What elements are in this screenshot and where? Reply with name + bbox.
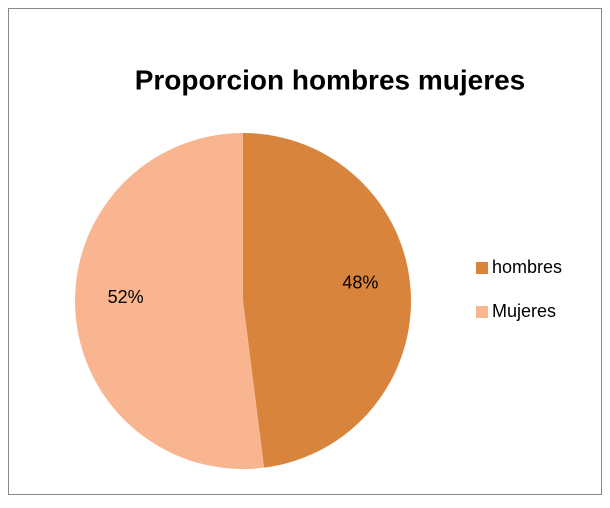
data-label: 52% xyxy=(108,287,144,307)
legend-swatch xyxy=(476,262,488,274)
chart-title: Proporcion hombres mujeres xyxy=(135,64,526,95)
pie-slice xyxy=(243,133,411,468)
legend-label: hombres xyxy=(492,257,562,277)
data-label: 48% xyxy=(342,272,378,292)
pie-slice xyxy=(74,133,265,469)
legend-swatch xyxy=(476,306,488,318)
legend-label: Mujeres xyxy=(492,301,556,321)
